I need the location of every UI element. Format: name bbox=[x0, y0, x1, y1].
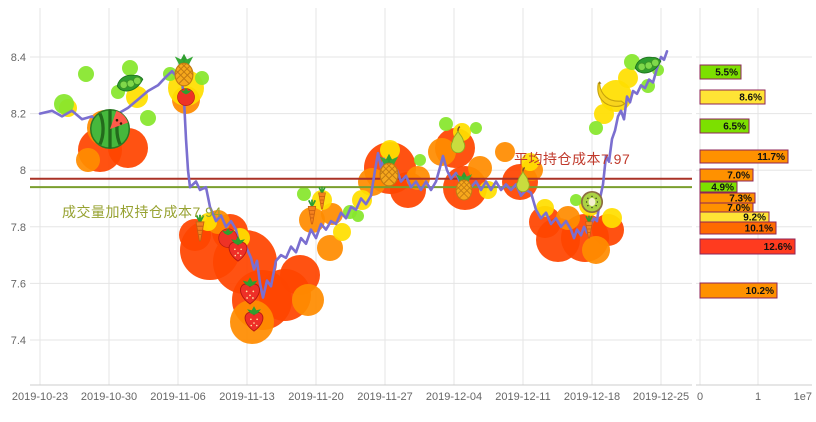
volume-bar bbox=[699, 282, 778, 299]
volume-bubble bbox=[297, 187, 311, 201]
watermelon-icon bbox=[89, 108, 131, 150]
x-tick-label: 2019-11-13 bbox=[219, 391, 274, 403]
y-tick-label: 7.6 bbox=[11, 278, 26, 290]
x-tick-label: 2019-10-23 bbox=[12, 391, 68, 403]
volume-bubble bbox=[414, 154, 426, 166]
volume-profile-bars: 5.5%8.6%6.5%11.7%7.0%4.9%7.3%7.0%9.2%10.… bbox=[699, 64, 796, 299]
volume-bubble bbox=[78, 66, 94, 82]
x-tick-label: 2019-12-04 bbox=[426, 391, 482, 403]
x-tick-label: 1 bbox=[755, 391, 761, 403]
volume-bar-label: 4.9% bbox=[711, 183, 734, 194]
volume-bar-label: 6.5% bbox=[723, 122, 746, 133]
volume-bar-label: 10.2% bbox=[746, 286, 774, 297]
volume-bubble bbox=[352, 210, 364, 222]
volume-bar-label: 8.6% bbox=[739, 93, 762, 104]
volume-bar-label: 9.2% bbox=[743, 213, 766, 224]
volume-bar bbox=[699, 64, 742, 80]
volume-bubble bbox=[76, 148, 100, 172]
volume-bar bbox=[699, 118, 750, 134]
x-tick-label: 2019-12-25 bbox=[633, 391, 689, 403]
y-tick-label: 8.4 bbox=[11, 52, 26, 64]
volume-bar-label: 11.7% bbox=[757, 152, 785, 163]
volume-bar bbox=[699, 168, 754, 182]
volume-bar-label: 7.0% bbox=[727, 171, 750, 182]
volume-bubble bbox=[536, 199, 554, 217]
axis-labels: 2019-10-23 2019-10-30 2019-11-06 2019-11-13… bbox=[11, 52, 812, 403]
volume-bubble bbox=[582, 236, 610, 264]
avg-cost-label: 平均持仓成本7.97 bbox=[514, 151, 631, 167]
x-tick-label: 2019-11-27 bbox=[357, 391, 412, 403]
pineapple-icon bbox=[378, 154, 399, 186]
volume-bubble bbox=[54, 94, 74, 114]
volume-bubble bbox=[122, 60, 138, 76]
volume-bubble bbox=[468, 156, 492, 180]
volume-bar bbox=[699, 238, 796, 255]
volume-bubble bbox=[126, 86, 148, 108]
x-tick-label: 2019-12-11 bbox=[495, 391, 550, 403]
volume-bubble bbox=[140, 110, 156, 126]
volume-bar bbox=[699, 181, 738, 193]
volume-bubble bbox=[333, 223, 351, 241]
volume-bubble bbox=[470, 122, 482, 134]
volume-bubble bbox=[570, 194, 582, 206]
volume-bar-label: 12.6% bbox=[764, 242, 792, 253]
pineapple-icon bbox=[455, 172, 474, 200]
volume-bar-label: 7.3% bbox=[729, 194, 752, 205]
volume-bubble bbox=[618, 68, 638, 88]
volume-bar bbox=[699, 89, 766, 105]
volume-bubble bbox=[602, 208, 622, 228]
volume-bubble bbox=[521, 153, 539, 171]
x-tick-label: 0 bbox=[697, 391, 703, 403]
volume-bubble bbox=[195, 71, 209, 85]
volume-bar-label: 10.1% bbox=[745, 224, 773, 235]
pineapple-icon bbox=[173, 54, 194, 86]
volume-bubbles bbox=[54, 54, 664, 344]
volume-bar-label: 7.0% bbox=[727, 203, 750, 214]
x-tick-label: 2019-11-20 bbox=[288, 391, 343, 403]
x-tick-label: 2019-12-18 bbox=[564, 391, 620, 403]
volume-bubble bbox=[439, 117, 453, 131]
volume-bubble bbox=[428, 138, 456, 166]
y-tick-label: 7.4 bbox=[11, 335, 26, 347]
volume-bar bbox=[699, 221, 777, 235]
x-tick-label: 2019-11-06 bbox=[150, 391, 205, 403]
vwap-cost-label: 成交量加权持仓成本7.94 bbox=[62, 204, 222, 220]
y-tick-label: 8.2 bbox=[11, 109, 26, 121]
volume-bubble bbox=[292, 284, 324, 316]
cost-reference-lines bbox=[30, 177, 692, 189]
volume-bar bbox=[699, 149, 789, 164]
x-scale-note: 1e7 bbox=[794, 391, 812, 403]
y-tick-label: 8 bbox=[20, 165, 26, 177]
kiwi-icon bbox=[580, 190, 604, 214]
volume-bubble bbox=[589, 121, 603, 135]
gridlines bbox=[30, 8, 812, 386]
volume-bubble bbox=[380, 140, 400, 160]
volume-bubble bbox=[317, 235, 343, 261]
x-tick-label: 2019-10-30 bbox=[81, 391, 137, 403]
volume-bar-label: 5.5% bbox=[715, 68, 738, 79]
volume-bubble bbox=[495, 142, 515, 162]
tomato-icon bbox=[177, 87, 195, 107]
y-tick-label: 7.8 bbox=[11, 222, 26, 234]
